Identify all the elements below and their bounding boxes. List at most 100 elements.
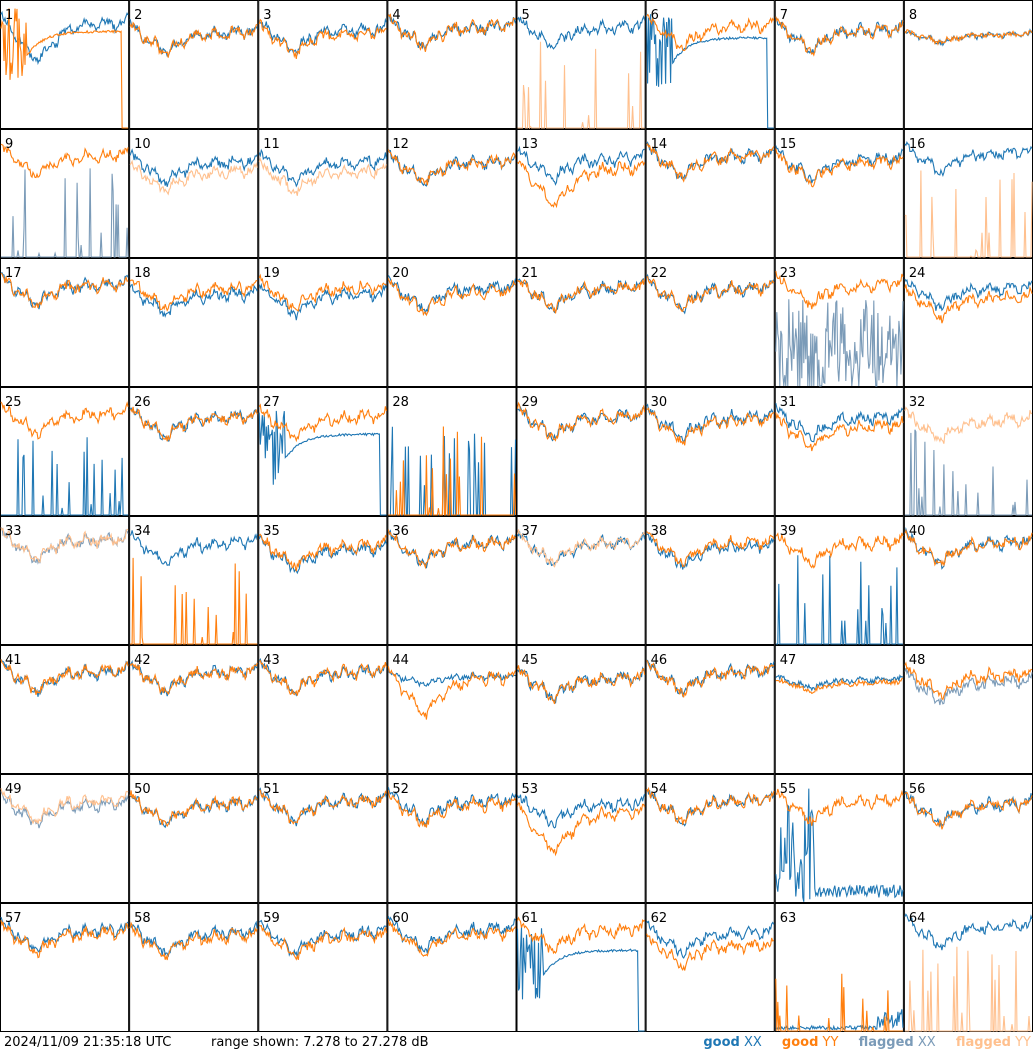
- tile-label: 32: [909, 395, 926, 410]
- series-xx-good: [1, 437, 129, 516]
- tile-29: 29: [516, 387, 646, 516]
- tile-44: 44: [387, 645, 517, 774]
- tile-13: 13: [516, 129, 646, 258]
- tile-label: 46: [651, 653, 668, 668]
- tile-frame: [129, 129, 259, 258]
- tile-64: 64: [903, 903, 1033, 1032]
- series-yy-good: [387, 13, 516, 52]
- series-xx-good: [258, 282, 387, 321]
- series-xx-good: [775, 555, 903, 645]
- tile-frame: [387, 516, 517, 645]
- tile-frame: [903, 645, 1033, 774]
- tile-11: 11: [258, 129, 388, 258]
- tile-7: 7: [774, 0, 904, 129]
- tile-label: 19: [263, 266, 280, 281]
- tile-label: 12: [392, 137, 409, 152]
- series-xx-good: [129, 530, 258, 567]
- series-yy-good: [259, 659, 387, 696]
- tile-61: 61: [516, 903, 646, 1032]
- series-yy-good: [516, 802, 646, 857]
- series-yy-good: [775, 973, 903, 1032]
- series-yy-good: [387, 790, 516, 828]
- tile-57: 57: [0, 903, 130, 1032]
- series-xx-good: [646, 13, 774, 129]
- tile-frame: [387, 903, 517, 1032]
- series-yy-good: [129, 921, 258, 961]
- tile-label: 28: [392, 395, 409, 410]
- legend-good-yy: good YY: [781, 1035, 839, 1050]
- tile-45: 45: [516, 645, 646, 774]
- series-xx-good: [0, 659, 129, 697]
- tile-frame: [645, 258, 775, 387]
- tile-24: 24: [903, 258, 1033, 387]
- tile-30: 30: [645, 387, 775, 516]
- tile-frame: [387, 129, 517, 258]
- tile-frame: [516, 129, 646, 258]
- series-yy-flagged: [129, 159, 258, 196]
- series-xx-good: [646, 788, 775, 827]
- tile-label: 44: [392, 653, 409, 668]
- legend-good-xx: good XX: [703, 1035, 762, 1050]
- series-yy-good: [516, 916, 645, 955]
- tile-label: 15: [780, 137, 797, 152]
- tile-label: 53: [522, 782, 539, 797]
- tile-label: 52: [392, 782, 409, 797]
- series-yy-good: [258, 273, 387, 312]
- tile-frame: [129, 258, 259, 387]
- series-yy-good: [775, 16, 904, 57]
- tile-label: 63: [780, 911, 797, 926]
- series-yy-flagged: [904, 946, 1032, 1032]
- tile-17: 17: [0, 258, 130, 387]
- series-yy-good: [775, 148, 904, 188]
- series-yy-good: [904, 528, 1033, 567]
- tile-49: 49: [0, 774, 130, 903]
- tile-label: 61: [522, 911, 539, 926]
- series-xx-good: [516, 926, 645, 1032]
- tile-label: 21: [522, 266, 539, 281]
- tile-46: 46: [645, 645, 775, 774]
- tile-32: 32: [903, 387, 1033, 516]
- tile-label: 22: [651, 266, 668, 281]
- series-xx-flagged: [775, 299, 904, 387]
- tile-37: 37: [516, 516, 646, 645]
- tile-label: 49: [5, 782, 22, 797]
- tile-frame: [516, 387, 646, 516]
- tile-frame: [258, 129, 388, 258]
- tile-label: 33: [5, 524, 22, 539]
- tile-25: 25: [0, 387, 130, 516]
- series-yy-good: [258, 403, 387, 443]
- series-yy-flagged: [517, 41, 645, 130]
- series-xx-good: [516, 793, 646, 829]
- series-yy-good: [0, 659, 129, 696]
- tile-label: 37: [522, 524, 539, 539]
- series-xx-good: [646, 273, 775, 315]
- tile-41: 41: [0, 645, 130, 774]
- tile-label: 23: [780, 266, 797, 281]
- tile-label: 56: [909, 782, 926, 797]
- series-xx-flagged: [1, 168, 129, 258]
- tile-label: 9: [5, 137, 13, 152]
- tile-frame: [645, 516, 775, 645]
- tile-frame: [258, 774, 388, 903]
- legend: good XX good YY flagged XX flagged YY: [687, 1035, 1031, 1050]
- series-yy-good: [258, 533, 387, 572]
- series-yy-flagged: [516, 529, 646, 568]
- series-xx-good: [775, 1009, 904, 1031]
- series-yy-good: [387, 919, 516, 957]
- tile-frame: [516, 516, 646, 645]
- tile-label: 47: [780, 653, 797, 668]
- series-yy-good: [904, 791, 1033, 830]
- tile-frame: [258, 903, 388, 1032]
- tile-33: 33: [0, 516, 130, 645]
- series-xx-good: [387, 915, 516, 954]
- tile-1: 1: [0, 0, 130, 129]
- series-yy-good: [0, 272, 129, 309]
- series-yy-good: [130, 406, 258, 442]
- tile-frame: [258, 387, 388, 516]
- tile-label: 1: [5, 8, 13, 23]
- tile-35: 35: [258, 516, 388, 645]
- tile-15: 15: [774, 129, 904, 258]
- tile-label: 8: [909, 8, 917, 23]
- series-yy-good: [387, 149, 517, 186]
- tile-31: 31: [774, 387, 904, 516]
